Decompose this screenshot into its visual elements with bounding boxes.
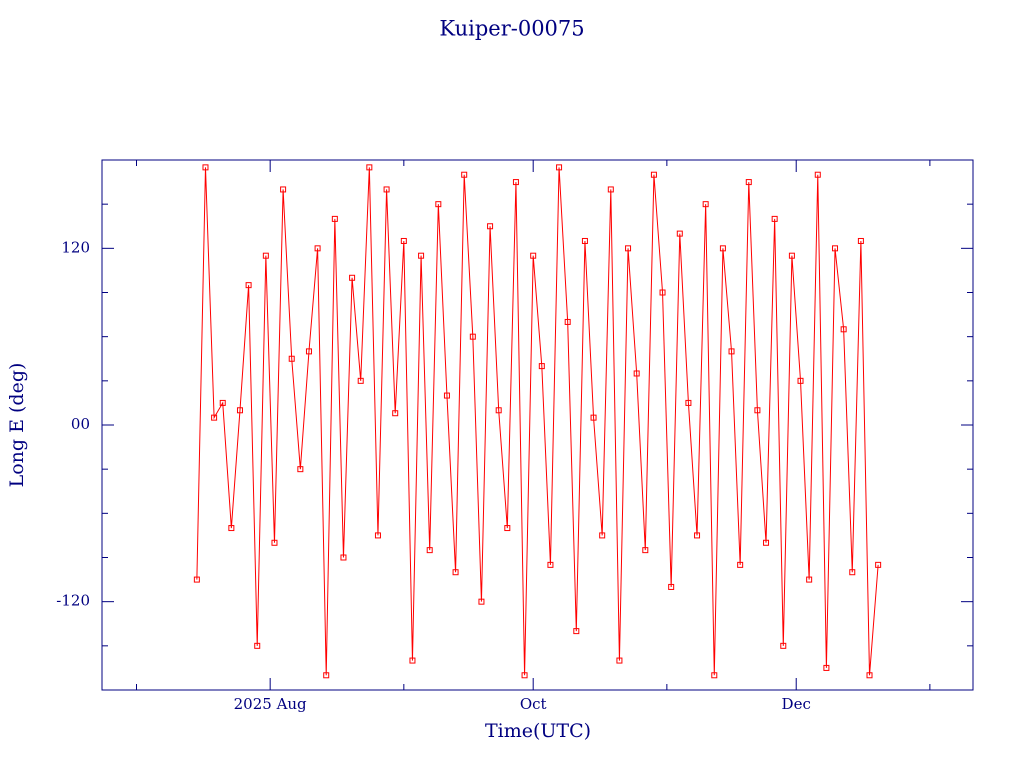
data-point (625, 245, 632, 252)
data-point (245, 282, 252, 289)
data-point (331, 215, 338, 222)
x-axis-label: Time(UTC) (485, 720, 591, 742)
data-point (452, 569, 459, 576)
data-point (443, 392, 450, 399)
data-point (374, 532, 381, 539)
data-point (806, 576, 813, 583)
data-point (832, 245, 839, 252)
data-point (599, 532, 606, 539)
data-point (426, 547, 433, 554)
y-tick-label: -120 (56, 592, 90, 610)
data-point (254, 642, 261, 649)
data-point (193, 576, 200, 583)
data-point (581, 237, 588, 244)
data-point (469, 333, 476, 340)
data-point (547, 561, 554, 568)
data-point (530, 252, 537, 259)
data-point (512, 179, 519, 186)
data-point (702, 201, 709, 208)
data-point (538, 363, 545, 370)
data-point (650, 171, 657, 178)
data-point (236, 407, 243, 414)
data-point (271, 539, 278, 546)
y-axis-label: Long E (deg) (6, 363, 28, 488)
data-point (633, 370, 640, 377)
data-point (616, 657, 623, 664)
data-point (607, 186, 614, 193)
data-point (659, 289, 666, 296)
x-tick-label: Oct (520, 695, 547, 713)
data-point (719, 245, 726, 252)
series-line (196, 167, 879, 676)
data-point (219, 399, 226, 406)
data-point (504, 525, 511, 532)
data-point (400, 237, 407, 244)
data-point (668, 583, 675, 590)
data-point (288, 355, 295, 362)
data-point (383, 186, 390, 193)
data-point (814, 171, 821, 178)
data-point (573, 628, 580, 635)
data-point (392, 410, 399, 417)
data-point (642, 547, 649, 554)
data-point (857, 237, 864, 244)
data-point (487, 223, 494, 230)
data-point (711, 672, 718, 679)
data-point (823, 664, 830, 671)
data-point (763, 539, 770, 546)
x-tick-label: Dec (782, 695, 811, 713)
data-point (349, 274, 356, 281)
data-point (556, 164, 563, 171)
chart-title: Kuiper-00075 (439, 17, 584, 41)
data-point (745, 179, 752, 186)
data-point (788, 252, 795, 259)
data-point (262, 252, 269, 259)
data-point (780, 642, 787, 649)
data-point (340, 554, 347, 561)
data-point (590, 414, 597, 421)
data-point (694, 532, 701, 539)
data-point (840, 326, 847, 333)
data-point (849, 569, 856, 576)
data-point (685, 399, 692, 406)
data-point (797, 377, 804, 384)
data-point (297, 466, 304, 473)
data-point (564, 318, 571, 325)
data-point (211, 414, 218, 421)
data-point (305, 348, 312, 355)
data-point (737, 561, 744, 568)
y-tick-label: 00 (71, 415, 90, 433)
data-point (478, 598, 485, 605)
data-point (228, 525, 235, 532)
data-point (418, 252, 425, 259)
data-point (676, 230, 683, 237)
data-point (435, 201, 442, 208)
data-point (280, 186, 287, 193)
data-point (202, 164, 209, 171)
data-point (754, 407, 761, 414)
data-point (495, 407, 502, 414)
data-point (521, 672, 528, 679)
data-point (866, 672, 873, 679)
y-tick-label: 120 (61, 238, 90, 256)
data-point (314, 245, 321, 252)
data-point (771, 215, 778, 222)
data-point (366, 164, 373, 171)
data-point (323, 672, 330, 679)
data-point (728, 348, 735, 355)
data-point (409, 657, 416, 664)
x-tick-label: 2025 Aug (234, 695, 307, 713)
plot-frame (101, 159, 974, 691)
data-point (875, 561, 882, 568)
data-point (357, 377, 364, 384)
data-point (461, 171, 468, 178)
